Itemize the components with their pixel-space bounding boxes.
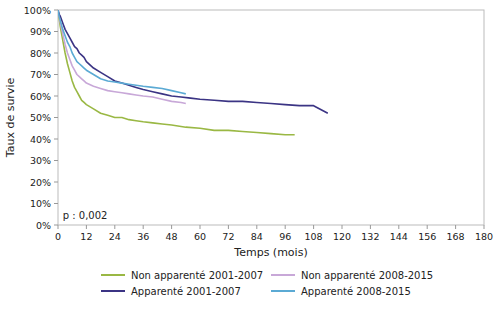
y-tick-label: 70% — [30, 69, 51, 80]
x-tick — [313, 225, 314, 229]
y-tick-label: 30% — [30, 155, 51, 166]
x-tick-label: 144 — [390, 231, 408, 242]
legend: Non apparenté 2001-2007 Non apparenté 200… — [101, 270, 433, 297]
x-tick-label: 0 — [55, 231, 61, 242]
legend-label: Non apparenté 2001-2007 — [131, 270, 263, 281]
y-tick — [54, 160, 58, 161]
y-tick — [54, 225, 58, 226]
y-tick — [54, 117, 58, 118]
x-axis: 0 12 24 36 48 60 72 84 96 108 120 132 144 156 168 180 — [55, 225, 493, 242]
x-tick — [427, 225, 428, 229]
x-tick — [398, 225, 399, 229]
y-tick-label: 50% — [30, 112, 51, 123]
x-tick — [285, 225, 286, 229]
x-tick-label: 156 — [418, 231, 436, 242]
series-line — [58, 10, 186, 104]
x-tick-label: 12 — [80, 231, 92, 242]
legend-label: Apparenté 2008-2015 — [301, 286, 411, 297]
x-tick — [58, 225, 59, 229]
y-tick-label: 40% — [30, 134, 51, 145]
y-axis-label: Taux de survie — [4, 78, 17, 159]
x-tick-label: 180 — [475, 231, 493, 242]
annotation: p : 0,002 — [63, 210, 108, 221]
y-tick — [54, 74, 58, 75]
plot-area — [58, 10, 328, 135]
y-tick-label: 0% — [36, 220, 51, 231]
series-line — [58, 10, 328, 113]
legend-swatch — [271, 290, 295, 292]
x-tick-label: 72 — [222, 231, 234, 242]
x-tick-label: 24 — [109, 231, 121, 242]
plot-frame — [58, 10, 484, 225]
x-tick-label: 120 — [333, 231, 351, 242]
x-tick — [143, 225, 144, 229]
x-tick-label: 108 — [305, 231, 323, 242]
x-tick-label: 48 — [166, 231, 178, 242]
y-tick-label: 10% — [30, 198, 51, 209]
legend-swatch — [101, 274, 125, 276]
x-tick-label: 96 — [279, 231, 291, 242]
y-tick-label: 100% — [24, 5, 51, 16]
legend-swatch — [271, 274, 295, 276]
y-tick-label: 80% — [30, 48, 51, 59]
x-tick — [200, 225, 201, 229]
series-line — [58, 10, 295, 135]
x-axis-label: Temps (mois) — [233, 246, 307, 259]
chart-container: 0 12 24 36 48 60 72 84 96 108 120 132 144 156 168 180 0%… — [0, 0, 500, 313]
legend-label: Non apparenté 2008-2015 — [301, 270, 433, 281]
x-tick — [342, 225, 343, 229]
series-line — [58, 10, 186, 94]
x-tick-label: 132 — [361, 231, 379, 242]
x-tick — [228, 225, 229, 229]
x-tick — [114, 225, 115, 229]
y-tick — [54, 203, 58, 204]
x-tick-label: 60 — [194, 231, 206, 242]
x-tick-label: 168 — [447, 231, 465, 242]
y-tick-label: 90% — [30, 26, 51, 37]
y-tick — [54, 182, 58, 183]
y-tick — [54, 10, 58, 11]
x-tick — [370, 225, 371, 229]
x-tick-label: 36 — [137, 231, 149, 242]
y-axis: 0% 10% 20% 30% 40% 50% 60% 70% 80% 90% 100% — [24, 5, 58, 231]
legend-swatch — [101, 290, 125, 292]
x-tick — [455, 225, 456, 229]
x-tick-label: 84 — [251, 231, 263, 242]
y-tick — [54, 31, 58, 32]
chart-svg: 0 12 24 36 48 60 72 84 96 108 120 132 144 156 168 180 0%… — [0, 0, 500, 313]
y-tick-label: 20% — [30, 177, 51, 188]
x-tick — [484, 225, 485, 229]
x-tick — [256, 225, 257, 229]
x-tick — [171, 225, 172, 229]
x-tick — [86, 225, 87, 229]
legend-label: Apparenté 2001-2007 — [131, 286, 241, 297]
y-tick — [54, 53, 58, 54]
y-tick — [54, 96, 58, 97]
y-tick — [54, 139, 58, 140]
y-tick-label: 60% — [30, 91, 51, 102]
